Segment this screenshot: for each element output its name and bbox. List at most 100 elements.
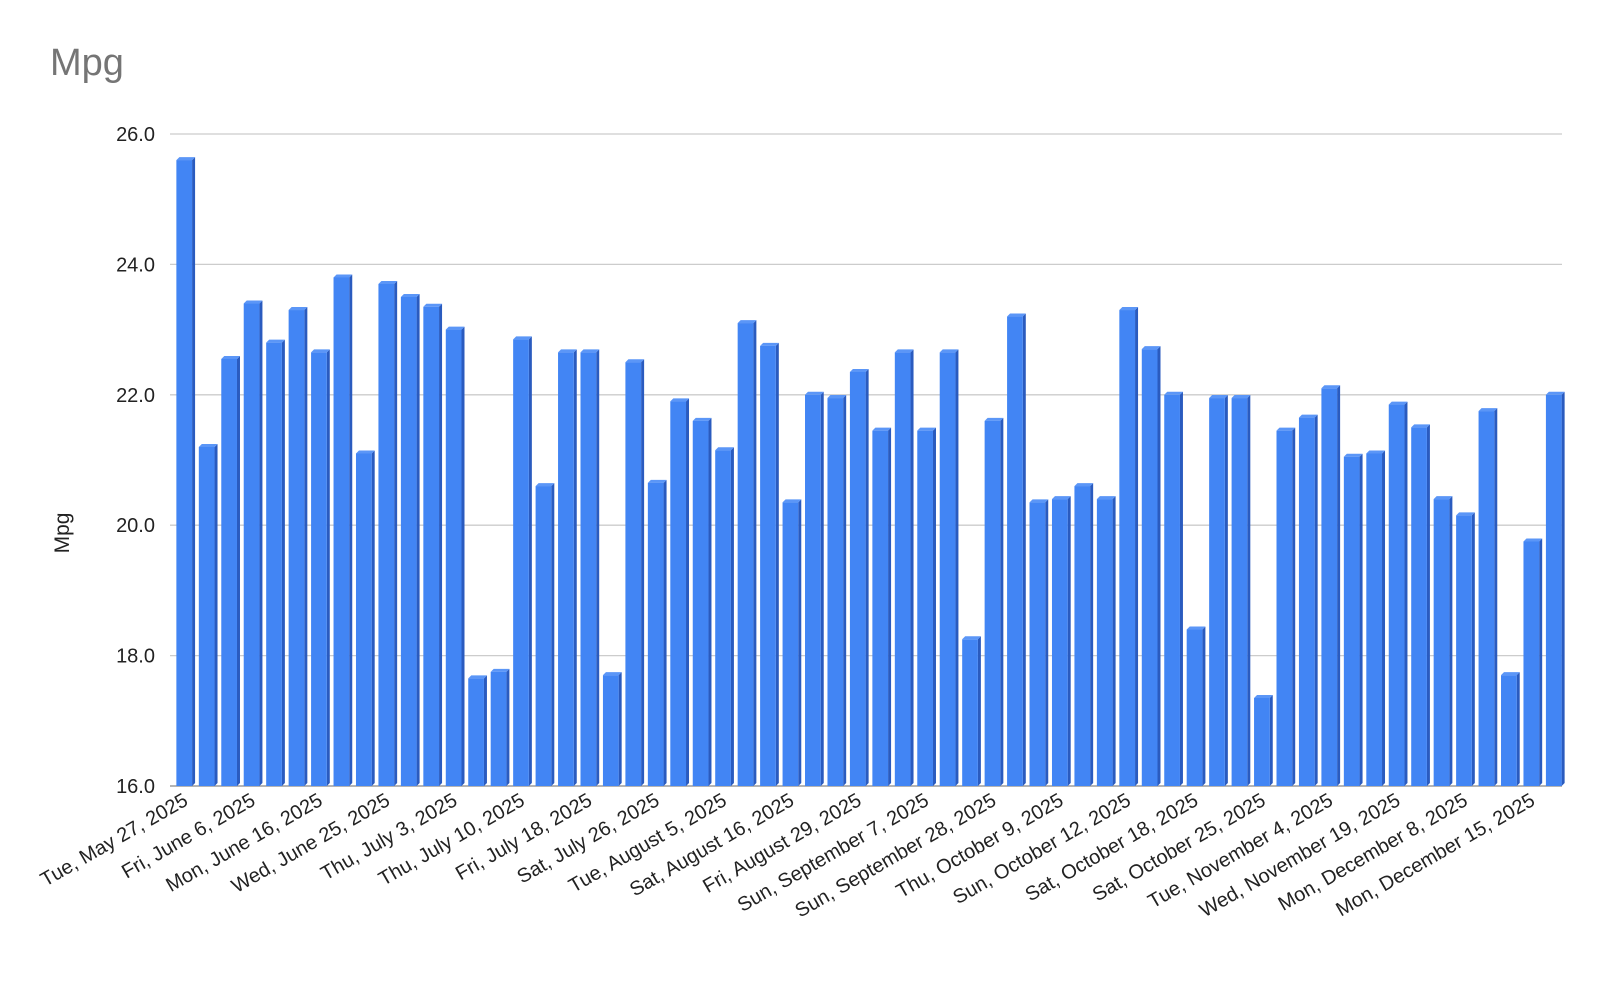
bar-front (513, 339, 529, 786)
y-tick-label: 20.0 (116, 515, 155, 537)
bar (1074, 483, 1094, 786)
bar-side (932, 427, 936, 786)
bar-top (1209, 395, 1228, 399)
bar-top (198, 443, 218, 447)
bar-front (1545, 394, 1562, 786)
bar (849, 368, 869, 786)
bar-top (917, 427, 936, 431)
bar-front (333, 277, 350, 786)
bar (490, 668, 510, 786)
bar-front (535, 486, 552, 786)
bar-side (281, 339, 285, 786)
bar-top (513, 336, 532, 340)
bar (760, 342, 779, 786)
bar (1186, 626, 1206, 786)
bar-top (849, 368, 869, 372)
bar-top (535, 483, 555, 487)
bar-side (1090, 483, 1094, 786)
bar-front (1321, 388, 1338, 786)
bar (917, 427, 936, 786)
bar-side (1314, 414, 1318, 786)
bar-front (1366, 453, 1383, 786)
bar-side (1494, 408, 1498, 786)
bar-front (1209, 398, 1225, 786)
bar-top (468, 675, 487, 679)
chart-title: Mpg (50, 42, 124, 84)
bar-front (1343, 456, 1360, 786)
bar-front (355, 453, 372, 786)
bar (1096, 496, 1116, 786)
bar-side (955, 349, 959, 786)
bar-side (686, 398, 690, 786)
bar-top (984, 417, 1004, 421)
bar-side (1112, 496, 1116, 786)
bar-side (192, 157, 196, 786)
bar-front (378, 283, 395, 786)
bar-front (1433, 499, 1450, 786)
bar-top (333, 274, 353, 278)
bar (1141, 346, 1161, 786)
bar-side (1516, 672, 1520, 786)
y-tick-label: 16.0 (116, 776, 155, 798)
bar-top (243, 300, 263, 304)
bar-front (715, 450, 731, 786)
bar (1276, 427, 1296, 786)
bar (647, 479, 667, 786)
bar-side (304, 307, 308, 786)
bar-top (288, 307, 308, 311)
bar (984, 417, 1004, 786)
bar-top (176, 157, 196, 161)
bar-side (551, 483, 555, 786)
y-tick-label: 24.0 (116, 254, 155, 276)
bar (602, 672, 622, 786)
bar-top (894, 349, 914, 353)
bar (355, 450, 375, 786)
bar-side (439, 303, 443, 786)
bar-side (730, 447, 734, 786)
bar-front (602, 675, 619, 786)
bar-front (266, 342, 282, 786)
bar-top (962, 636, 981, 640)
bar-front (1478, 411, 1495, 786)
bar (692, 417, 712, 786)
bar (805, 391, 824, 786)
bar-side (888, 427, 892, 786)
bar-front (849, 371, 866, 786)
bar-side (236, 355, 240, 786)
bar (311, 349, 330, 786)
bar (827, 395, 847, 786)
bar-top (692, 417, 712, 421)
bar-side (528, 336, 532, 786)
bar (221, 355, 240, 786)
bar-top (827, 395, 847, 399)
bar (423, 303, 443, 786)
bar (1164, 391, 1183, 786)
bar (1209, 395, 1228, 786)
bar (468, 675, 487, 786)
bar-side (1045, 499, 1049, 786)
bar (894, 349, 914, 786)
bar-front (939, 352, 956, 786)
bar-front (894, 352, 911, 786)
bar-front (962, 639, 978, 786)
bar-front (647, 482, 664, 786)
bar-top (1051, 496, 1071, 500)
bar-side (977, 636, 981, 786)
bar-side (326, 349, 330, 786)
bar-top (221, 355, 240, 359)
bar-top (872, 427, 892, 431)
bar (580, 349, 600, 786)
bar (737, 320, 757, 786)
bar-side (618, 672, 622, 786)
bar-top (1456, 512, 1475, 516)
bar (1478, 408, 1498, 786)
bar-top (602, 672, 622, 676)
bar-front (760, 345, 776, 786)
bar (1119, 307, 1139, 786)
bar-front (1298, 417, 1315, 786)
y-axis-ticks: 16.0 18.0 20.0 22.0 24.0 26.0 (116, 124, 155, 798)
bar-side (641, 359, 645, 786)
bar-front (737, 323, 754, 786)
